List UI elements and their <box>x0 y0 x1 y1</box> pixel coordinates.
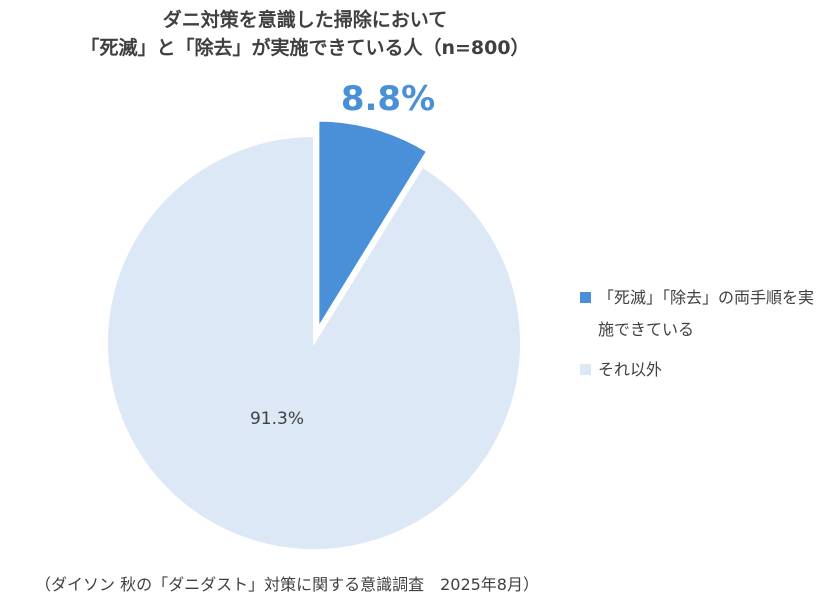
legend-item-implemented: 「死滅」「除去」の両手順を実施できている <box>580 282 825 346</box>
chart-title-line-2: 「死滅」と「除去」が実施できている人（n=800） <box>80 37 530 59</box>
legend-label-implemented: 「死滅」「除去」の両手順を実施できている <box>598 288 815 339</box>
legend-swatch-implemented <box>580 292 591 303</box>
pie-slice-other <box>106 134 522 551</box>
source-note: （ダイソン 秋の「ダニダスト」対策に関する意識調査 2025年8月） <box>35 575 539 594</box>
pie-data-labels: 8.8% 91.3% <box>250 79 435 429</box>
pie-slice-implemented <box>317 119 429 332</box>
legend-label-other: それ以外 <box>598 360 663 379</box>
legend-item-other: それ以外 <box>580 354 825 386</box>
chart-title-line-1: ダニ対策を意識した掃除において <box>162 9 448 31</box>
pie-slices <box>106 119 522 551</box>
legend: 「死滅」「除去」の両手順を実施できている それ以外 <box>580 282 825 386</box>
data-label-other: 91.3% <box>250 409 304 429</box>
chart-title: ダニ対策を意識した掃除において 「死滅」と「除去」が実施できている人（n=800… <box>0 6 610 62</box>
legend-swatch-other <box>580 364 591 375</box>
data-label-implemented: 8.8% <box>341 79 435 119</box>
